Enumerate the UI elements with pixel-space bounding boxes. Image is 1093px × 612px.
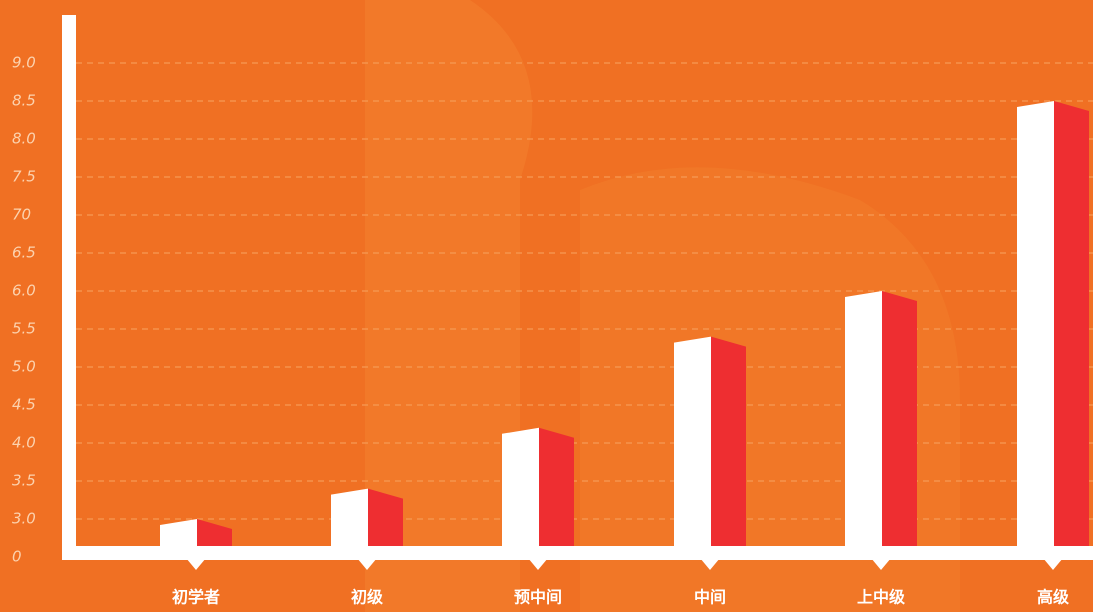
x-tick-label: 中间 bbox=[694, 588, 726, 607]
bar bbox=[674, 336, 711, 548]
x-tick-label: 高级 bbox=[1037, 588, 1070, 607]
bar bbox=[160, 519, 197, 548]
x-tick-label: 初学者 bbox=[172, 588, 220, 607]
x-tick-label: 上中级 bbox=[857, 588, 906, 607]
y-tick-label: 4.5 bbox=[12, 396, 36, 414]
bar bbox=[331, 488, 368, 548]
bar-side bbox=[368, 488, 403, 548]
pointer bbox=[871, 558, 891, 570]
bar-side bbox=[1054, 101, 1089, 548]
marks bbox=[160, 101, 1089, 570]
y-tick-label: 5.0 bbox=[12, 358, 36, 376]
y-tick-label: 9.0 bbox=[12, 54, 36, 72]
y-tick-label: 6.5 bbox=[12, 244, 36, 262]
y-tick-label: 5.5 bbox=[12, 320, 36, 338]
y-tick-label: 3.0 bbox=[12, 510, 36, 528]
y-tick-label: 3.5 bbox=[12, 472, 36, 490]
pointer bbox=[1043, 558, 1063, 570]
y-tick-label: 8.5 bbox=[12, 92, 36, 110]
y-tick-label: 4.0 bbox=[12, 434, 36, 452]
grid bbox=[76, 62, 1093, 520]
y-tick-label: 70 bbox=[12, 206, 31, 224]
pointer bbox=[186, 558, 206, 570]
pointer bbox=[528, 558, 548, 570]
y-tick-label: 7.5 bbox=[12, 168, 36, 186]
y-axis bbox=[62, 15, 76, 560]
x-axis bbox=[62, 546, 1093, 560]
bar bbox=[1017, 101, 1054, 548]
pointer bbox=[700, 558, 720, 570]
bar-side bbox=[882, 291, 917, 548]
bar bbox=[502, 427, 539, 548]
bar-side bbox=[711, 336, 746, 548]
x-tick-label: 预中间 bbox=[514, 588, 562, 607]
pointer bbox=[357, 558, 377, 570]
y-tick-label: 6.0 bbox=[12, 282, 36, 300]
y-tick-label: 0 bbox=[12, 548, 22, 566]
y-tick-label: 8.0 bbox=[12, 130, 36, 148]
decor bbox=[365, 0, 533, 612]
labels: 0 3.0 3.5 4.0 4.5 5.0 5.5 6.0 6.5 70 7.5 8.0 8.5 9.0 初… bbox=[12, 54, 1070, 607]
x-tick-label: 初级 bbox=[351, 588, 384, 607]
bar-side bbox=[197, 519, 232, 548]
bar-side bbox=[539, 427, 574, 548]
bar bbox=[845, 291, 882, 548]
